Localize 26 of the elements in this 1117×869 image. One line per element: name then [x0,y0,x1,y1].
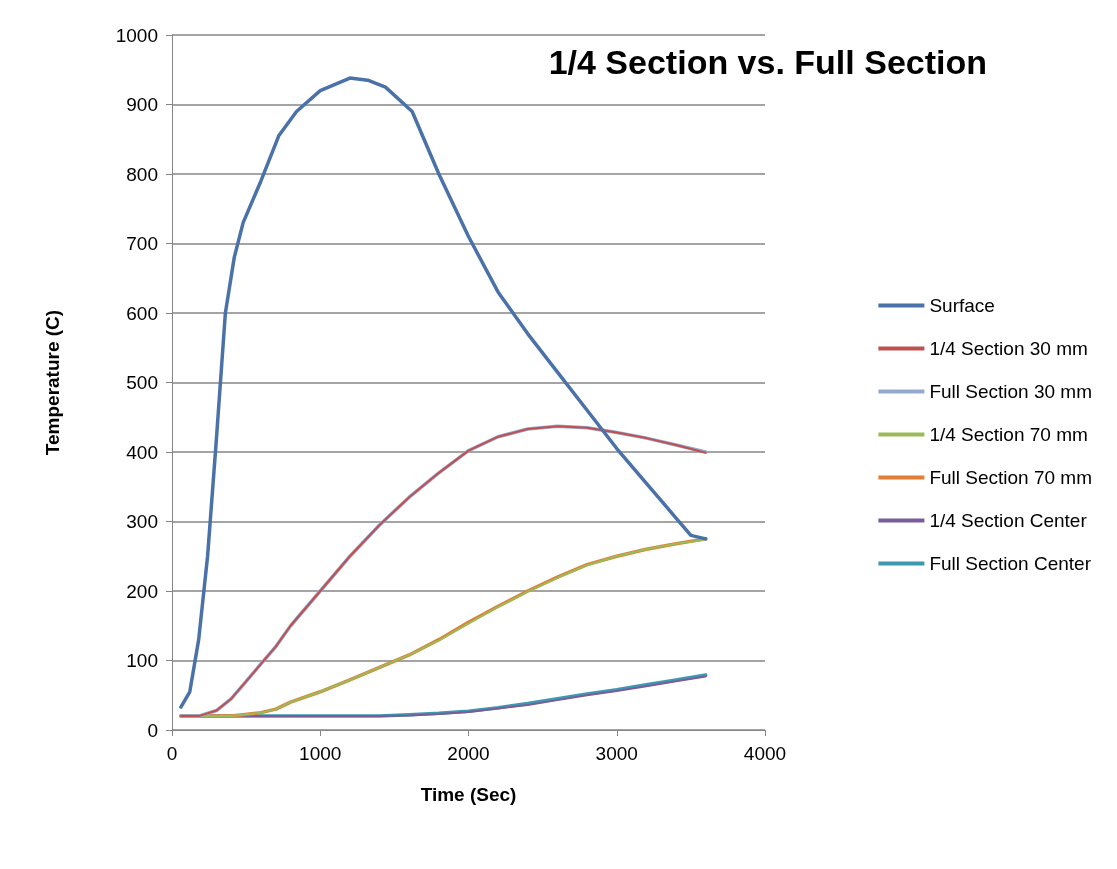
y-tick-label: 1000 [115,24,158,46]
x-tick-label: 2000 [447,743,490,764]
x-axis-title: Time (Sec) [420,784,517,805]
y-tick-label: 900 [126,94,158,115]
legend-label: Full Section 30 mm [929,381,1093,402]
legend-label: 1/4 Section Center [929,510,1088,531]
y-tick-label: 600 [126,302,158,324]
legend-label: 1/4 Section 70 mm [929,424,1088,445]
legend-label: Surface [929,295,995,316]
x-tick-label: 0 [166,743,178,764]
y-axis-title: Temperature (C) [42,309,63,456]
y-tick-label: 200 [126,580,158,602]
x-tick-label: 4000 [743,743,787,764]
x-tick-label: 1000 [299,743,342,764]
chart-title: 1/4 Section vs. Full Section [548,43,988,81]
y-tick-label: 300 [126,511,158,532]
y-tick-label: 0 [147,719,158,741]
y-tick-label: 400 [126,441,158,463]
legend-label: Full Section Center [929,553,1092,574]
legend-label: Full Section 70 mm [929,467,1093,488]
y-tick-label: 800 [126,163,158,185]
y-tick-label: 700 [126,233,158,254]
x-tick-label: 3000 [595,743,638,764]
legend-label: 1/4 Section 30 mm [929,338,1088,359]
y-tick-label: 100 [126,650,158,671]
y-tick-label: 500 [126,372,158,393]
